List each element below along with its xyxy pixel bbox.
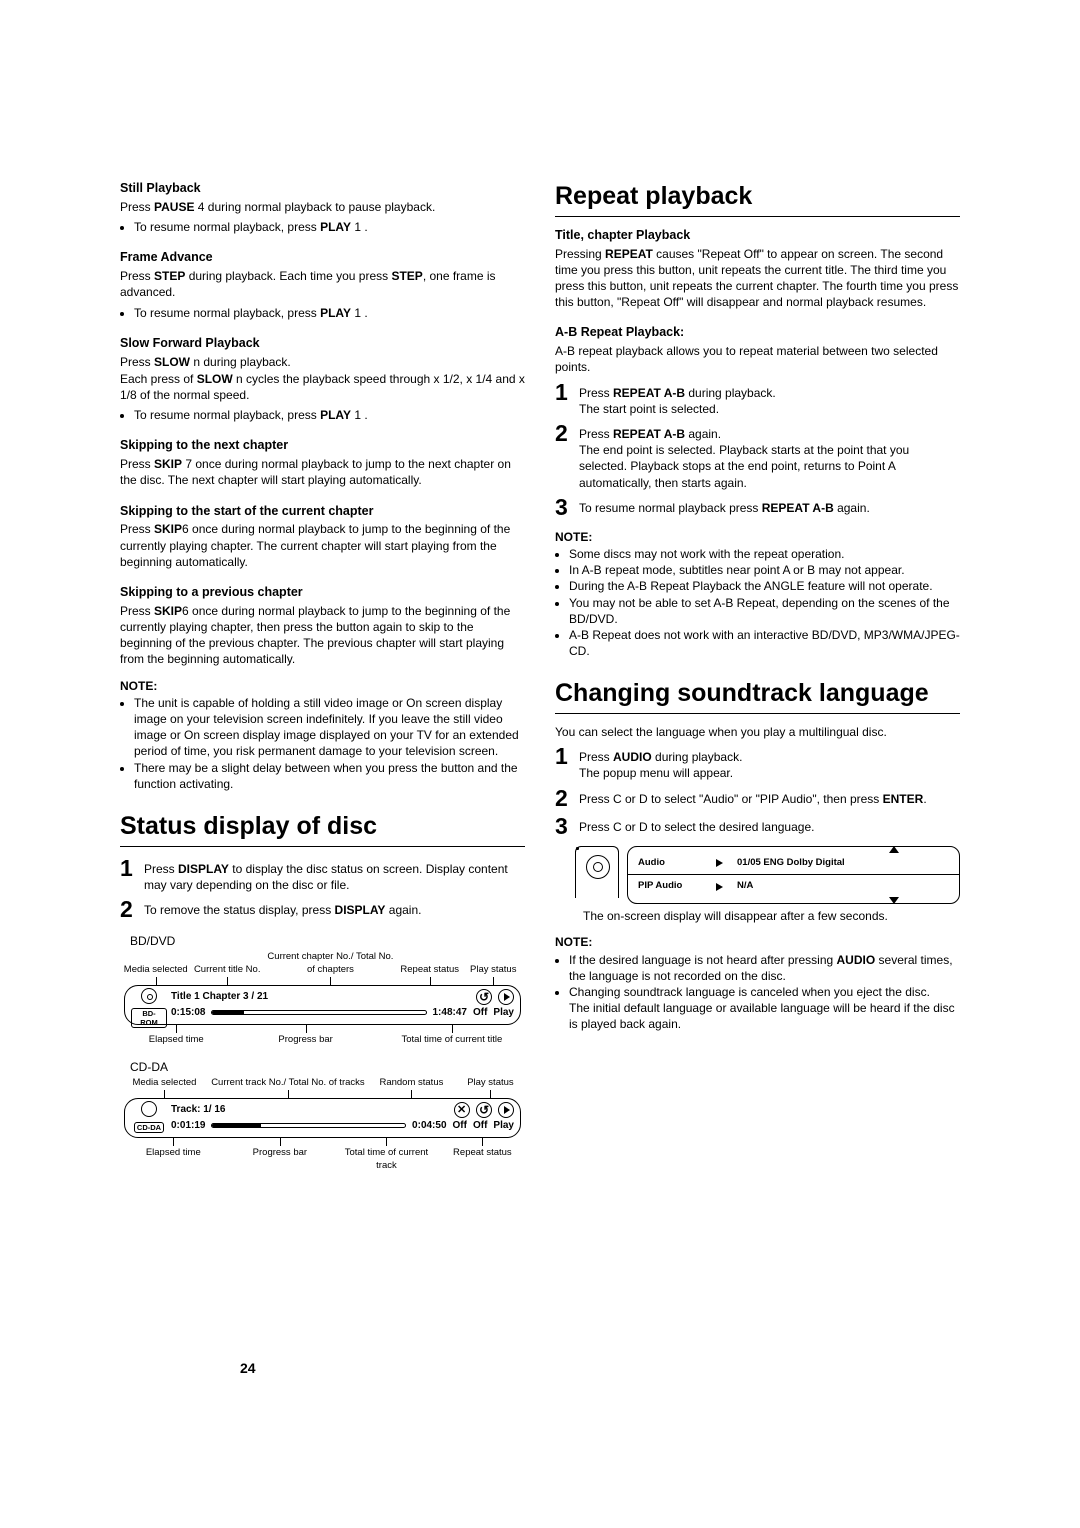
lang-step-3: 3 Press C or D to select the desired lan… (555, 815, 960, 838)
ab-notes: Some discs may not work with the repeat … (555, 546, 960, 659)
triangle-up-icon (889, 846, 899, 853)
skip-start-heading: Skipping to the start of the current cha… (120, 503, 525, 520)
bd-dvd-label: BD/DVD (130, 933, 525, 949)
note-label: NOTE: (555, 529, 960, 545)
cd-elapsed: 0:01:19 (171, 1119, 205, 1133)
cd-status-box: CD-DA Track: 1/ 16 ✕ ↻ 0:01:19 0:04:50 O… (124, 1098, 521, 1138)
remote-icon (575, 846, 619, 898)
note-item: If the desired language is not heard aft… (569, 952, 960, 984)
note-item: In A-B repeat mode, subtitles near point… (569, 562, 960, 578)
slow-bullet: To resume normal playback, press PLAY 1 … (134, 407, 525, 423)
lang-intro: You can select the language when you pla… (555, 724, 960, 740)
repeat-icon: ↻ (476, 1102, 492, 1118)
repeat-paragraph: Pressing REPEAT causes "Repeat Off" to a… (555, 246, 960, 311)
pip-audio-label: PIP Audio (638, 880, 702, 893)
disc-icon (141, 988, 157, 1004)
cd-top-annotations: Media selected Current track No./ Total … (120, 1077, 525, 1090)
bd-bottom-annotations: Elapsed time Progress bar Total time of … (120, 1034, 525, 1047)
lang-notes: If the desired language is not heard aft… (555, 952, 960, 1033)
ab-repeat-sub: A-B Repeat Playback: (555, 324, 960, 341)
media-pill: CD-DA (134, 1122, 164, 1133)
status-display-heading: Status display of disc (120, 810, 525, 847)
repeat-playback-heading: Repeat playback (555, 180, 960, 217)
note-label: NOTE: (120, 678, 525, 694)
audio-value: 01/05 ENG Dolby Digital (737, 857, 845, 870)
frame-advance-heading: Frame Advance (120, 249, 525, 266)
note-item: A-B Repeat does not work with an interac… (569, 627, 960, 659)
triangle-down-icon (889, 897, 899, 904)
ab-step-1: 1 Press REPEAT A-B during playback. The … (555, 381, 960, 417)
audio-menu-diagram: Audio 01/05 ENG Dolby Digital PIP Audio … (575, 846, 960, 905)
bd-progress-bar (211, 1010, 426, 1015)
audio-popup-menu: Audio 01/05 ENG Dolby Digital PIP Audio … (627, 846, 960, 905)
cd-total: 0:04:50 (412, 1119, 446, 1133)
bd-title-text: Title 1 Chapter 3 / 21 (171, 990, 470, 1004)
bd-total: 1:48:47 (433, 1006, 467, 1020)
note-item: The unit is capable of holding a still v… (134, 695, 525, 760)
still-playback-text: Press PAUSE 4 during normal playback to … (120, 199, 525, 215)
changing-soundtrack-heading: Changing soundtrack language (555, 677, 960, 714)
bd-off: Off (473, 1006, 487, 1020)
play-triangle-icon (716, 883, 723, 891)
note-item: Changing soundtrack language is canceled… (569, 984, 960, 1033)
play-icon (498, 989, 514, 1005)
note-item: There may be a slight delay between when… (134, 760, 525, 792)
cd-track-text: Track: 1/ 16 (171, 1103, 448, 1117)
left-column: Still Playback Press PAUSE 4 during norm… (120, 180, 525, 1172)
bd-elapsed: 0:15:08 (171, 1006, 205, 1020)
frame-bullet: To resume normal playback, press PLAY 1 … (134, 305, 525, 321)
cdda-label: CD-DA (130, 1059, 525, 1075)
note-item: You may not be able to set A-B Repeat, d… (569, 595, 960, 627)
shuffle-icon: ✕ (454, 1102, 470, 1118)
audio-label: Audio (638, 857, 702, 870)
slow-l1: Press SLOW n during playback. (120, 354, 525, 370)
bd-top-annotations: Media selected Current title No. Current… (120, 951, 525, 977)
note-item: Some discs may not work with the repeat … (569, 546, 960, 562)
ab-step-3: 3 To resume normal playback press REPEAT… (555, 496, 960, 519)
ab-step-2: 2 Press REPEAT A-B again. The end point … (555, 422, 960, 491)
cd-icon (141, 1101, 157, 1117)
skip-prev-heading: Skipping to a previous chapter (120, 584, 525, 601)
bd-play: Play (493, 1006, 514, 1020)
lang-step-1: 1 Press AUDIO during playback. The popup… (555, 745, 960, 781)
slow-forward-heading: Slow Forward Playback (120, 335, 525, 352)
skip-prev-text: Press SKIP6 once during normal playback … (120, 603, 525, 668)
left-notes: The unit is capable of holding a still v… (120, 695, 525, 792)
skip-next-text: Press SKIP 7 once during normal playback… (120, 456, 525, 488)
cd-play: Play (493, 1119, 514, 1133)
lang-after-text: The on-screen display will disappear aft… (583, 908, 960, 924)
bd-status-box: BD-ROM Title 1 Chapter 3 / 21 ↻ 0:15:08 … (124, 985, 521, 1025)
cd-off2: Off (473, 1119, 487, 1133)
note-label: NOTE: (555, 934, 960, 950)
skip-start-text: Press SKIP6 once during normal playback … (120, 521, 525, 570)
slow-l2: Each press of SLOW n cycles the playback… (120, 371, 525, 403)
cd-off1: Off (453, 1119, 467, 1133)
lang-step-2: 2 Press C or D to select "Audio" or "PIP… (555, 787, 960, 810)
cd-progress-bar (211, 1123, 406, 1128)
status-step-1: 1 Press DISPLAY to display the disc stat… (120, 857, 525, 893)
still-playback-heading: Still Playback (120, 180, 525, 197)
right-column: Repeat playback Title, chapter Playback … (555, 180, 960, 1172)
title-chapter-sub: Title, chapter Playback (555, 227, 960, 244)
still-bullet: To resume normal playback, press PLAY 1 … (134, 219, 525, 235)
frame-advance-text: Press STEP during playback. Each time yo… (120, 268, 525, 300)
page-number: 24 (240, 1359, 256, 1378)
play-icon (498, 1102, 514, 1118)
play-triangle-icon (716, 859, 723, 867)
skip-next-heading: Skipping to the next chapter (120, 437, 525, 454)
cd-bottom-annotations: Elapsed time Progress bar Total time of … (120, 1147, 525, 1173)
ab-intro: A-B repeat playback allows you to repeat… (555, 343, 960, 375)
pip-audio-value: N/A (737, 880, 753, 893)
repeat-icon: ↻ (476, 989, 492, 1005)
note-item: During the A-B Repeat Playback the ANGLE… (569, 578, 960, 594)
status-step-2: 2 To remove the status display, press DI… (120, 898, 525, 921)
